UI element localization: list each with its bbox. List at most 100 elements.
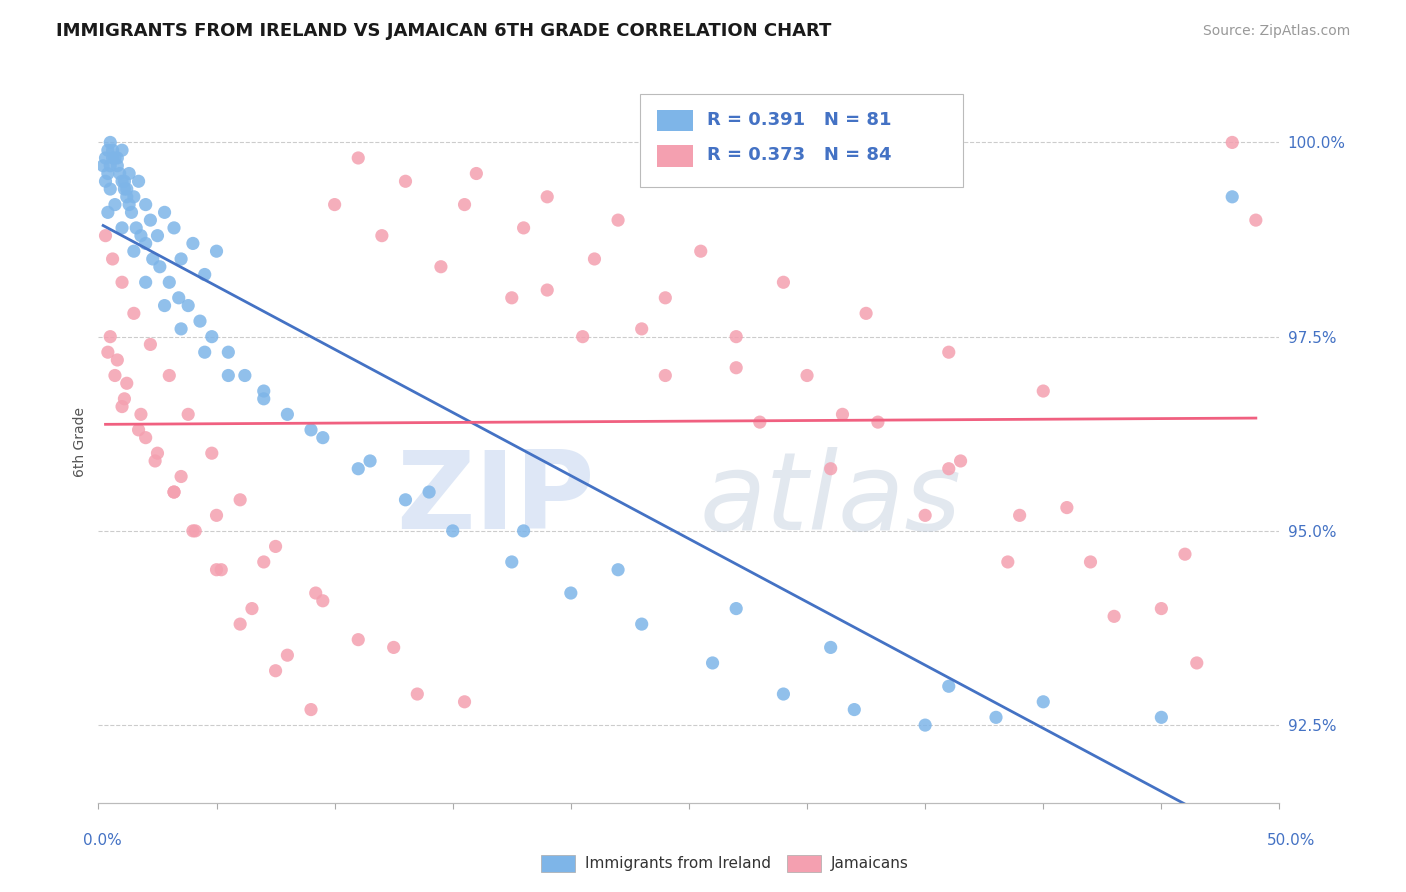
Point [1150, 601, 1173, 615]
Point [170, 322, 193, 336]
Point [253, 392, 276, 406]
Point [501, 555, 523, 569]
Point [394, 492, 416, 507]
Text: Immigrants from Ireland: Immigrants from Ireland [585, 856, 770, 871]
Point [312, 431, 335, 445]
Point [984, 710, 1007, 724]
Point [914, 508, 936, 523]
Point [938, 679, 960, 693]
Point [418, 485, 440, 500]
Point [146, 228, 169, 243]
Point [205, 508, 228, 523]
Point [111, 400, 134, 414]
Point [725, 360, 748, 375]
Point [97, 345, 120, 359]
Point [101, 143, 124, 157]
Point [121, 205, 143, 219]
Point [229, 617, 252, 632]
Point [1244, 213, 1267, 227]
Point [233, 368, 256, 383]
Point [217, 345, 239, 359]
Point [512, 524, 534, 538]
Point [772, 687, 794, 701]
Point [453, 695, 475, 709]
Point [264, 540, 287, 554]
Point [91, 159, 114, 173]
Point [217, 368, 239, 383]
Point [115, 182, 138, 196]
Point [772, 275, 794, 289]
Point [97, 143, 120, 157]
Point [512, 220, 534, 235]
Point [1080, 555, 1102, 569]
Point [98, 182, 121, 196]
Point [465, 167, 488, 181]
Point [536, 283, 558, 297]
Point [115, 376, 138, 391]
Point [689, 244, 711, 259]
Point [1102, 609, 1125, 624]
Point [583, 252, 606, 266]
Point [394, 174, 416, 188]
Point [702, 656, 724, 670]
Point [111, 174, 134, 188]
Point [157, 275, 180, 289]
Point [98, 329, 121, 343]
Text: R = 0.391   N = 81: R = 0.391 N = 81 [707, 111, 891, 128]
Point [105, 151, 128, 165]
Point [142, 252, 165, 266]
Point [312, 594, 335, 608]
Point [111, 220, 134, 235]
Text: Jamaicans: Jamaicans [831, 856, 908, 871]
Point [170, 252, 193, 266]
Point [205, 563, 228, 577]
Point [177, 299, 200, 313]
Point [101, 151, 124, 165]
Point [184, 524, 207, 538]
Point [115, 190, 138, 204]
Point [167, 291, 190, 305]
Point [607, 563, 630, 577]
Point [170, 469, 193, 483]
Point [1032, 384, 1054, 398]
Point [177, 408, 200, 422]
Point [796, 368, 818, 383]
Point [347, 461, 370, 475]
Point [146, 446, 169, 460]
Point [1174, 547, 1197, 561]
Point [112, 392, 135, 406]
Point [194, 345, 217, 359]
Point [949, 454, 972, 468]
Point [371, 228, 394, 243]
Point [125, 220, 148, 235]
Point [122, 244, 145, 259]
Point [748, 415, 770, 429]
Point [305, 586, 328, 600]
Y-axis label: 6th Grade: 6th Grade [73, 407, 87, 476]
Point [209, 563, 232, 577]
Point [299, 423, 322, 437]
Point [820, 640, 842, 655]
Point [122, 190, 145, 204]
Point [97, 167, 120, 181]
Text: 50.0%: 50.0% [1267, 833, 1315, 847]
Point [725, 329, 748, 343]
Point [153, 299, 176, 313]
Point [104, 197, 127, 211]
Point [1008, 508, 1031, 523]
Point [1150, 710, 1173, 724]
Text: atlas: atlas [700, 447, 962, 552]
Point [264, 664, 287, 678]
Point [441, 524, 464, 538]
Point [129, 408, 152, 422]
Point [654, 291, 676, 305]
Point [430, 260, 453, 274]
Text: Source: ZipAtlas.com: Source: ZipAtlas.com [1202, 24, 1350, 38]
Point [1032, 695, 1054, 709]
Point [253, 555, 276, 569]
Point [855, 306, 877, 320]
Point [406, 687, 429, 701]
Point [112, 174, 135, 188]
Point [157, 368, 180, 383]
Point [129, 228, 152, 243]
